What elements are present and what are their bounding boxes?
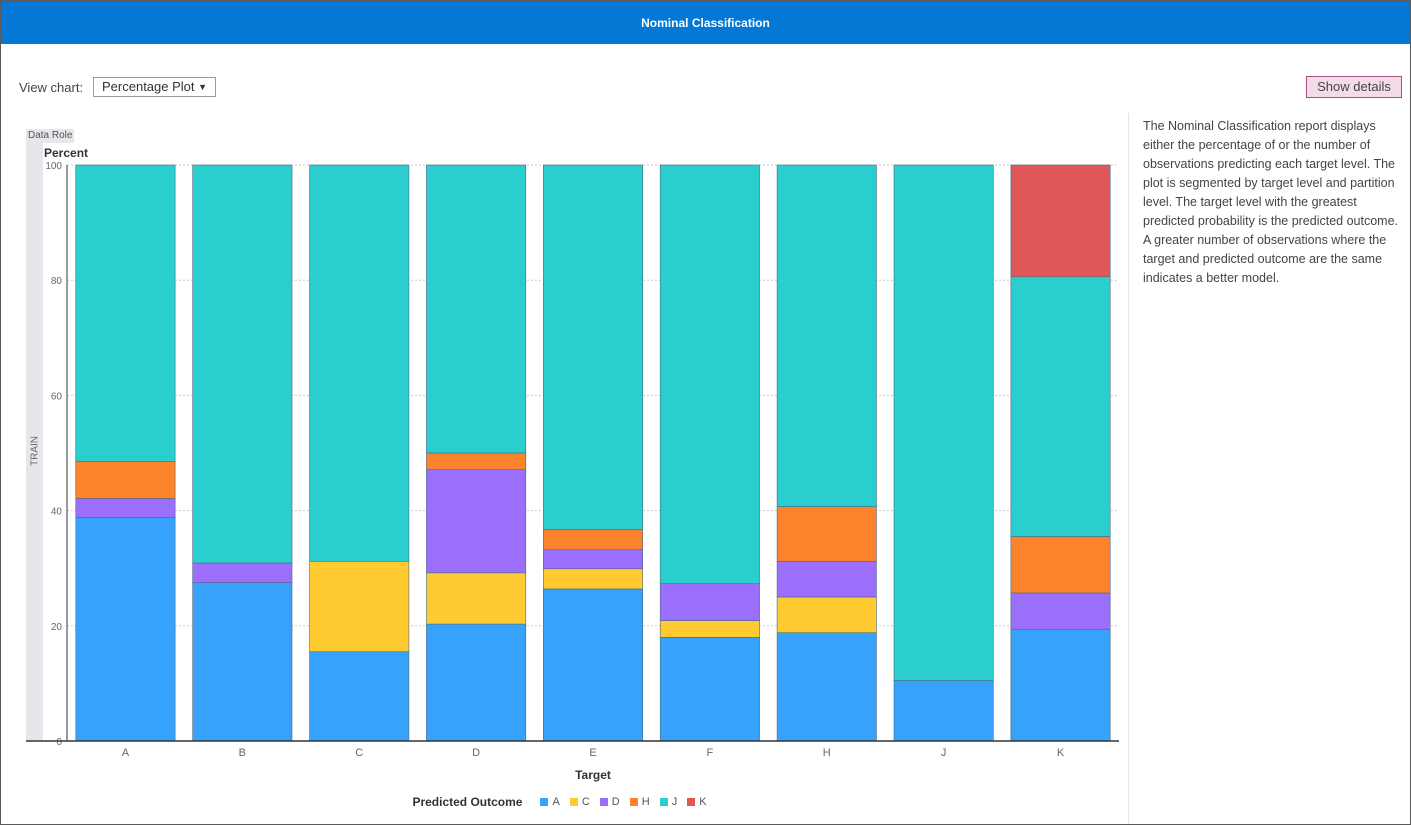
legend-label: A <box>552 796 560 808</box>
bar-segment <box>776 596 877 634</box>
x-tick-label: B <box>239 747 246 759</box>
bar-segment <box>426 623 527 742</box>
bar-segment <box>1010 592 1111 630</box>
y-tick-label: 60 <box>51 391 63 402</box>
x-tick-label: C <box>355 747 363 759</box>
bar-segment <box>1010 628 1111 742</box>
bar-segment <box>776 506 877 562</box>
legend-label: H <box>641 796 650 808</box>
legend-label: C <box>581 796 590 808</box>
report-description: The Nominal Classification report displa… <box>1143 119 1399 285</box>
legend-swatch <box>687 798 696 806</box>
bar-segment <box>1010 276 1111 537</box>
legend-item: H <box>629 796 650 808</box>
data-role-tag: Data Role <box>26 129 75 143</box>
bar-segment <box>543 164 643 530</box>
x-tick-label: H <box>823 747 831 759</box>
bar-segment <box>426 452 527 471</box>
legend-swatch <box>569 798 578 806</box>
view-chart-label: View chart: <box>19 80 84 95</box>
y-tick-label: 0 <box>56 737 62 748</box>
legend-swatch <box>659 798 668 806</box>
x-tick-label: K <box>1057 747 1065 759</box>
legend-swatch <box>629 798 638 806</box>
legend-item: J <box>659 796 678 808</box>
x-tick-label: J <box>941 747 947 759</box>
y-tick-label: 80 <box>51 276 63 287</box>
bar-segment <box>75 164 176 462</box>
bar-segment <box>659 583 760 621</box>
y-tick-label: 100 <box>45 161 62 172</box>
bar-segment <box>776 560 877 598</box>
legend-swatch <box>599 798 608 806</box>
bar-segment <box>309 164 410 562</box>
x-tick-label: E <box>589 747 596 759</box>
bar-segment <box>1010 164 1111 278</box>
bar-segment <box>192 582 293 742</box>
bar-segment <box>309 651 410 742</box>
legend-label: J <box>671 796 678 808</box>
bar-segment <box>659 164 760 585</box>
x-axis-title: Target <box>575 768 611 782</box>
dropdown-caret-icon: ▼ <box>198 82 207 92</box>
bar-segment <box>192 562 293 583</box>
bar-segment <box>426 469 527 574</box>
bar-segment <box>776 164 877 507</box>
show-details-button[interactable]: Show details <box>1306 76 1402 98</box>
bar-segment <box>1010 536 1111 594</box>
bar-segment <box>309 560 410 653</box>
y-tick-label: 20 <box>51 622 63 633</box>
bar-segment <box>75 461 176 499</box>
bar-segment <box>659 637 760 742</box>
x-tick-label: F <box>707 747 714 759</box>
bar-segment <box>426 164 527 454</box>
legend-item: C <box>569 796 590 808</box>
bar-segment <box>893 680 994 742</box>
bar-segment <box>659 620 760 638</box>
legend: Predicted Outcome A C D H J K <box>1 795 1128 809</box>
view-chart-select[interactable]: Percentage Plot ▼ <box>93 77 216 97</box>
legend-label: D <box>611 796 620 808</box>
bar-segment <box>543 549 643 570</box>
title-bar: Nominal Classification <box>1 1 1410 44</box>
bar-segment <box>543 529 643 551</box>
view-chart-value: Percentage Plot <box>102 79 195 94</box>
bar-segment <box>776 632 877 742</box>
bar-segment <box>75 498 176 518</box>
x-tick-label: A <box>122 747 130 759</box>
legend-title: Predicted Outcome <box>412 795 523 809</box>
x-tick-label: D <box>472 747 480 759</box>
bar-segment <box>75 517 176 742</box>
legend-item: D <box>599 796 620 808</box>
report-title: Nominal Classification <box>641 15 770 30</box>
bar-segment <box>426 572 527 625</box>
bar-segment <box>893 164 994 681</box>
panel-divider <box>1128 113 1129 824</box>
y-axis-title: Percent <box>44 146 88 160</box>
bar-segment <box>192 164 293 564</box>
bar-segment <box>543 588 643 742</box>
legend-item: A <box>540 796 560 808</box>
legend-swatch <box>540 798 549 806</box>
partition-strip <box>26 143 43 741</box>
y-tick-label: 40 <box>51 507 63 518</box>
legend-label: K <box>699 796 707 808</box>
bar-segment <box>543 568 643 590</box>
legend-item: K <box>687 796 707 808</box>
